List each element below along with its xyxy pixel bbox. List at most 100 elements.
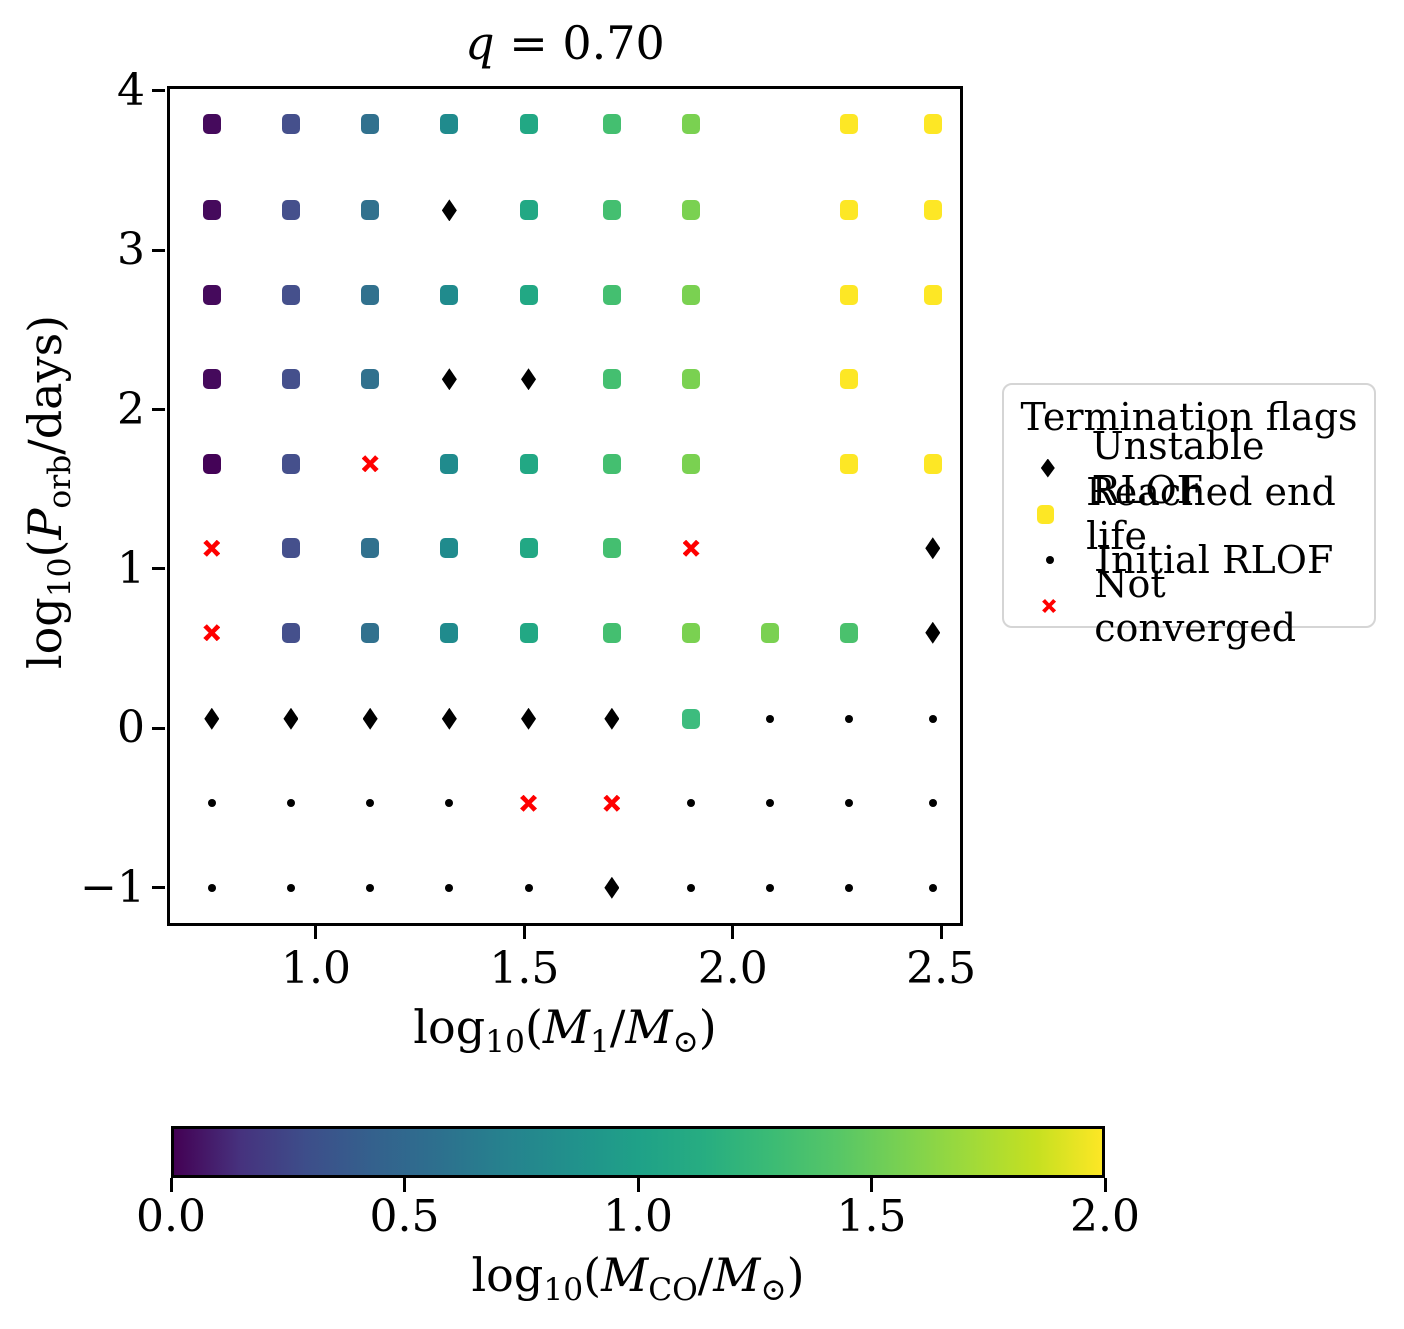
data-point-sq (440, 622, 459, 643)
legend-box: Termination flags Unstable RLOF Reached … (1002, 383, 1376, 650)
data-point-x (520, 794, 538, 812)
data-point-dot (524, 883, 533, 892)
legend-marker-cell (1004, 504, 1086, 524)
data-point-sq (840, 200, 859, 221)
x-tick (939, 926, 943, 939)
data-point-sq (361, 114, 380, 135)
plot-area (167, 86, 963, 926)
data-point-sq (519, 200, 538, 221)
y-axis-label: log10(Porb/days) (18, 314, 78, 670)
data-point-sq (682, 369, 701, 390)
data-point-sq (202, 284, 221, 305)
data-point-dot (928, 799, 937, 808)
title-value: = 0.70 (494, 16, 665, 70)
data-point-sq (281, 369, 300, 390)
data-point-dot (766, 714, 775, 723)
colorbar-tick (403, 1178, 406, 1192)
data-point-sq (519, 538, 538, 559)
data-point-d (925, 621, 941, 644)
colorbar-tick-label: 1.0 (603, 1191, 673, 1242)
data-point-sq (923, 284, 942, 305)
data-point-sq (840, 622, 859, 643)
y-tick-label: 4 (117, 64, 145, 116)
legend-item-label: Reached end life (1086, 470, 1336, 558)
data-point-sq (602, 200, 621, 221)
data-point-d (521, 707, 537, 730)
data-point-d (604, 876, 620, 899)
colorbar-tick-label: 0.5 (369, 1191, 440, 1242)
data-point-x (603, 794, 621, 812)
y-tick-label: 2 (117, 383, 145, 435)
title-variable: q (465, 16, 495, 70)
data-point-sq (440, 284, 459, 305)
data-point-sq (202, 114, 221, 135)
data-point-dot (845, 883, 854, 892)
data-point-sq (840, 453, 859, 474)
legend-item-reached-end-life: Reached end life (1004, 470, 1374, 558)
y-tick (152, 567, 165, 571)
data-point-dot (445, 883, 454, 892)
data-point-sq (519, 622, 538, 643)
data-point-sq (602, 114, 621, 135)
x-tick-label: 1.0 (280, 943, 351, 994)
data-point-sq (682, 708, 701, 729)
data-point-sq (840, 114, 859, 135)
data-point-dot (766, 883, 775, 892)
data-point-d (925, 537, 941, 560)
data-point-sq (281, 622, 300, 643)
colorbar-label: log10(MCO/M⊙) (471, 1248, 805, 1308)
plot-title: q = 0.70 (0, 16, 1130, 70)
y-tick-label: 1 (117, 542, 145, 594)
data-point-dot (366, 883, 375, 892)
data-point-sq (923, 114, 942, 135)
x-tick-label: 2.5 (906, 943, 977, 994)
legend-marker-cell (1004, 458, 1092, 478)
y-tick-label: 3 (117, 224, 145, 276)
data-point-dot (845, 714, 854, 723)
colorbar-tick-label: 2.0 (1070, 1191, 1140, 1242)
data-point-sq (682, 200, 701, 221)
legend-title: Termination flags (1020, 395, 1358, 439)
y-tick (152, 726, 165, 730)
y-tick (152, 248, 165, 252)
x-axis-label: log10(M1/M⊙) (413, 1000, 717, 1060)
data-point-d (204, 707, 220, 730)
data-point-dot (687, 883, 696, 892)
legend-item-label: Not converged (1094, 562, 1297, 650)
dot-icon (1046, 556, 1054, 564)
legend-item-label: Unstable RLOF (1091, 424, 1265, 512)
data-point-sq (682, 114, 701, 135)
x-tick (314, 926, 318, 939)
data-point-d (521, 368, 537, 391)
data-point-d (362, 707, 378, 730)
data-point-sq (361, 200, 380, 221)
data-point-sq (440, 453, 459, 474)
data-point-dot (286, 799, 295, 808)
colorbar-tick (870, 1178, 873, 1192)
colorbar-tick (636, 1178, 640, 1192)
data-point-sq (923, 200, 942, 221)
data-point-sq (440, 114, 459, 135)
data-point-sq (923, 453, 942, 474)
x-tick (731, 926, 735, 939)
data-point-dot (766, 799, 775, 808)
data-point-sq (682, 622, 701, 643)
data-point-sq (281, 453, 300, 474)
yellow-square-icon (1036, 504, 1054, 524)
data-point-dot (845, 799, 854, 808)
data-point-sq (840, 369, 859, 390)
data-point-sq (361, 622, 380, 643)
data-point-sq (602, 538, 621, 559)
legend-item-not-converged: Not converged (1004, 562, 1374, 650)
data-point-sq (682, 453, 701, 474)
legend-marker-cell (1004, 599, 1094, 613)
x-tick-label: 2.0 (697, 943, 768, 994)
data-point-x (203, 539, 221, 557)
data-point-sq (602, 453, 621, 474)
data-point-d (441, 368, 457, 391)
legend-item-unstable-rlof: Unstable RLOF (1004, 424, 1374, 512)
data-point-sq (361, 538, 380, 559)
data-point-sq (202, 369, 221, 390)
data-point-d (283, 707, 299, 730)
data-point-dot (207, 883, 216, 892)
